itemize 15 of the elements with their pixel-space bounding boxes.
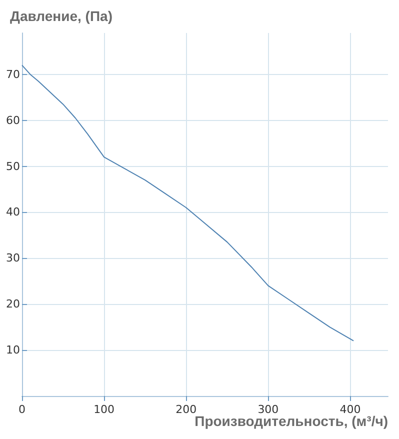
y-tick-label: 60 bbox=[6, 114, 20, 127]
line-series bbox=[22, 64, 354, 342]
y-tick-label: 10 bbox=[6, 344, 20, 357]
x-tick-label: 400 bbox=[340, 403, 361, 416]
y-tick-label: 40 bbox=[6, 206, 20, 219]
y-tick-label: 30 bbox=[6, 252, 20, 265]
y-tick-label: 50 bbox=[6, 160, 20, 173]
x-axis-title: Производительность, (м³/ч) bbox=[194, 413, 388, 429]
y-tick-label: 20 bbox=[6, 298, 20, 311]
x-tick-label: 200 bbox=[176, 403, 197, 416]
y-tick-label: 70 bbox=[6, 68, 20, 81]
x-tick-label: 100 bbox=[94, 403, 115, 416]
x-tick-label: 0 bbox=[18, 403, 26, 416]
y-axis-title: Давление, (Па) bbox=[10, 8, 112, 24]
x-tick-label: 300 bbox=[258, 403, 279, 416]
